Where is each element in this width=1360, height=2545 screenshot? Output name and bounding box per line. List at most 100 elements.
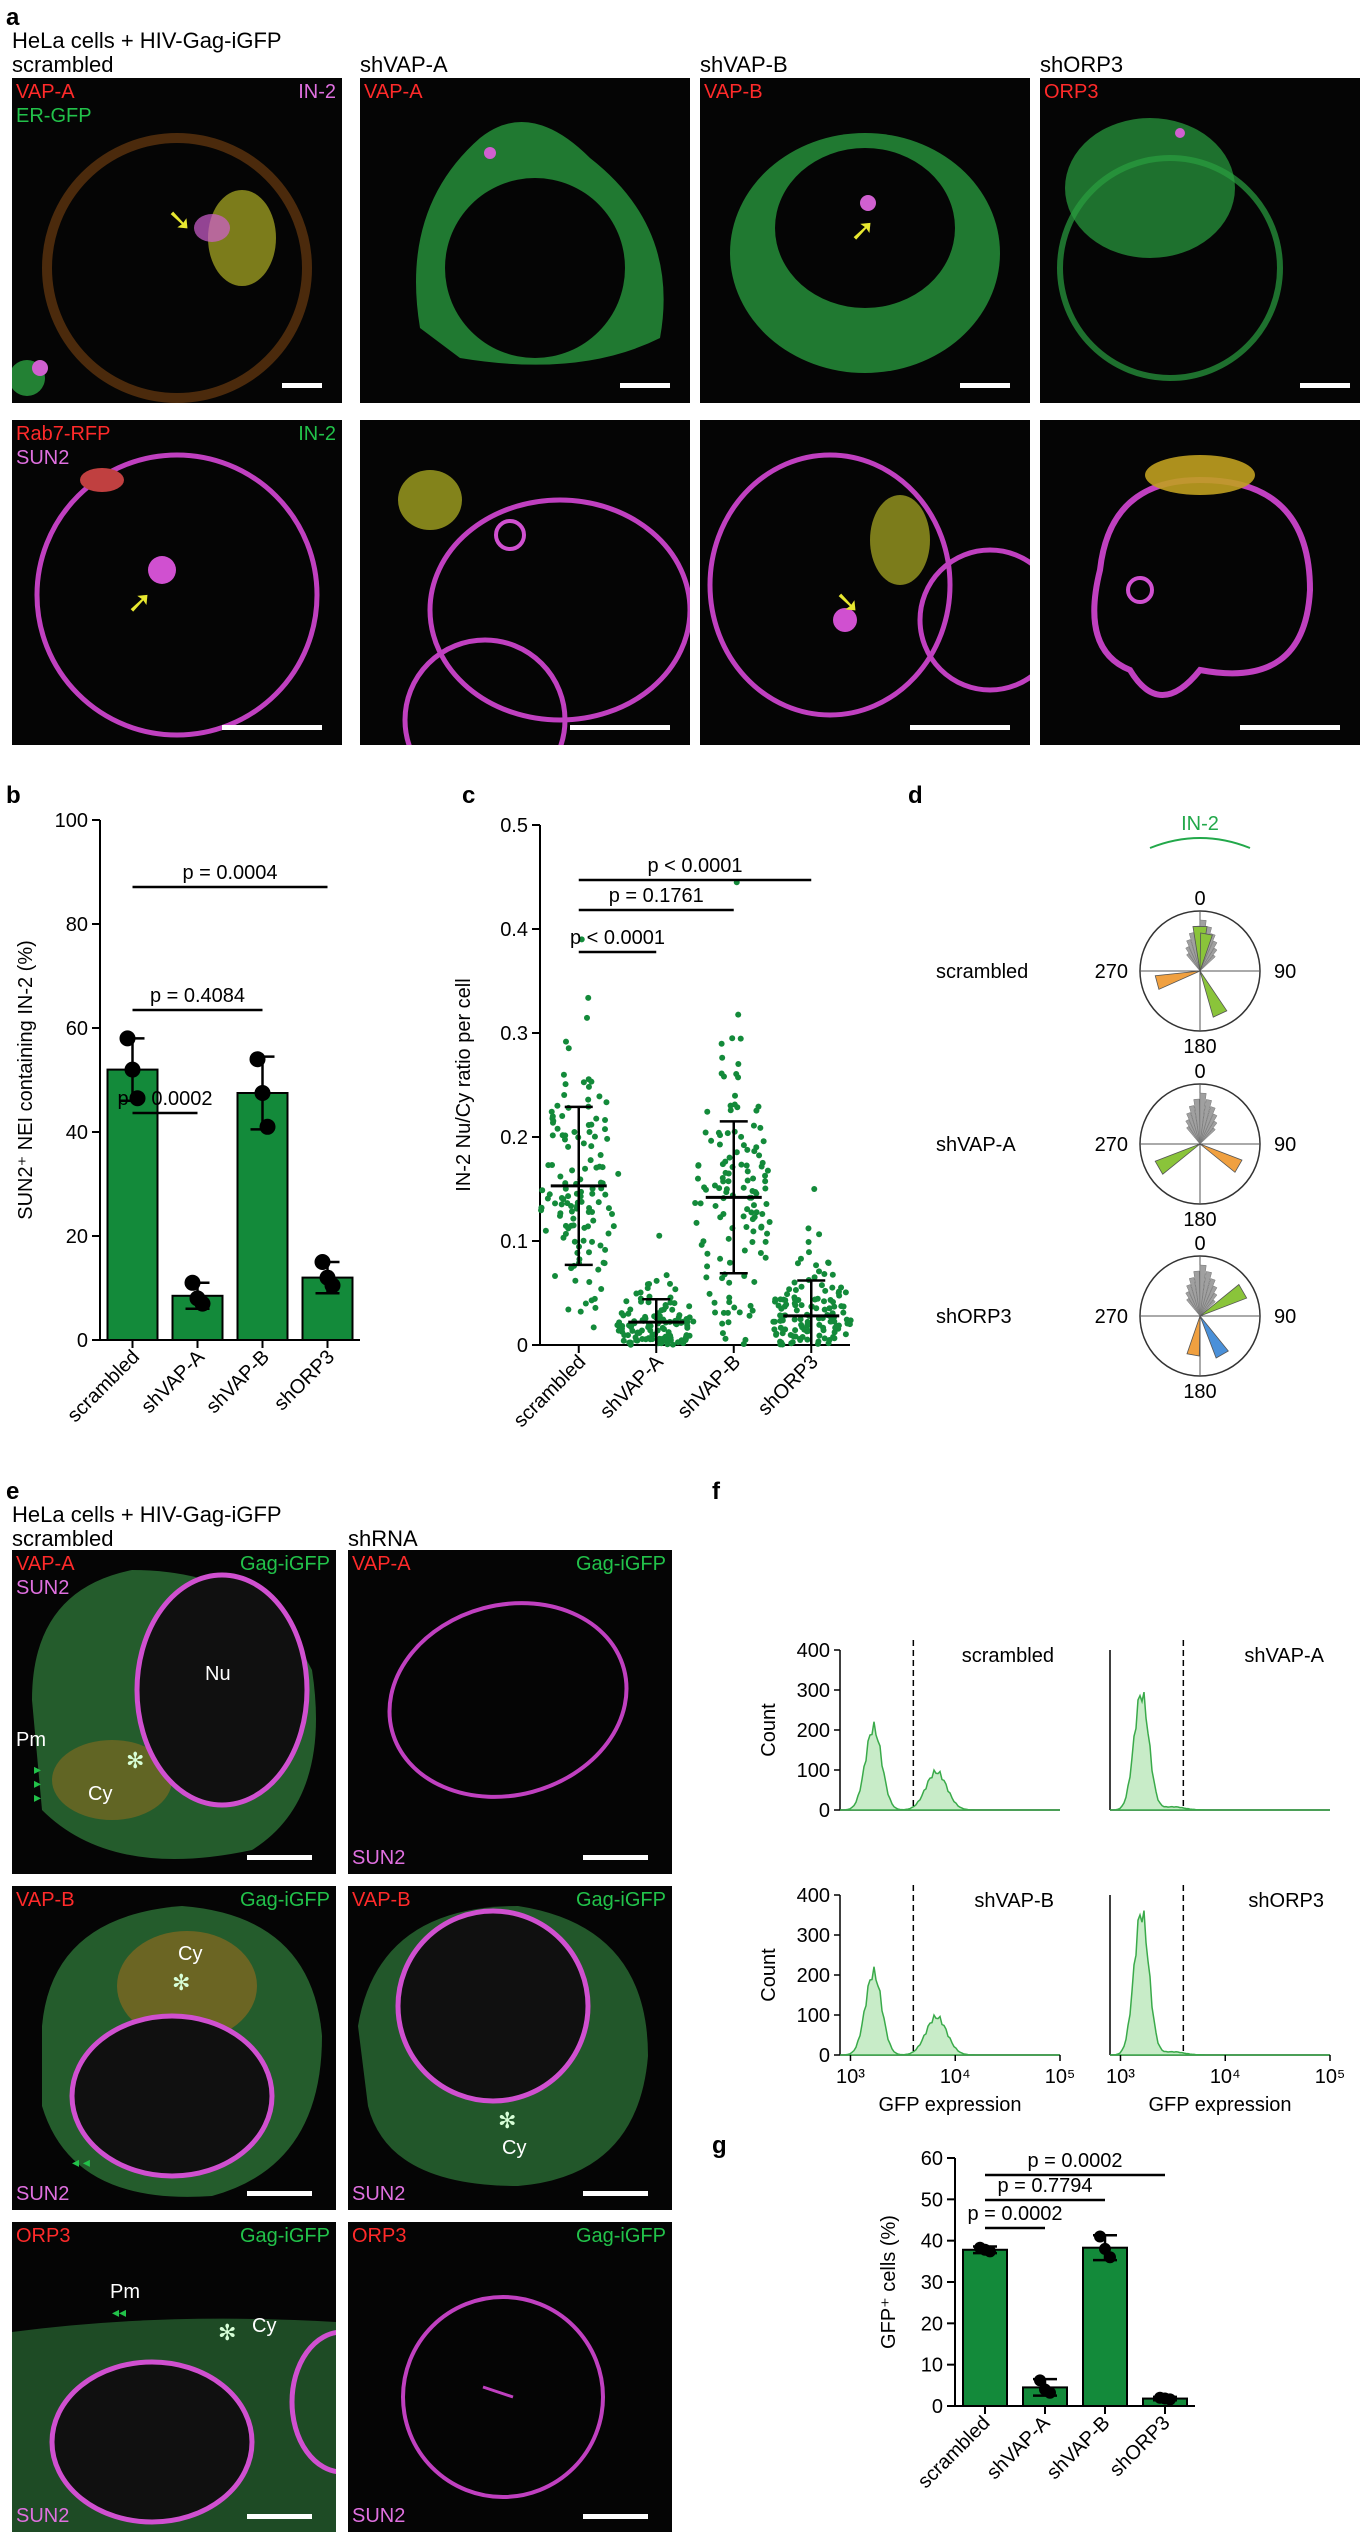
panel-e-header: HeLa cells + HIV-Gag-iGFP: [12, 1502, 282, 1527]
x-axis-label: GFP expression: [878, 2094, 1021, 2116]
data-point: [549, 1161, 556, 1168]
data-point: [805, 1239, 812, 1246]
data-point: [736, 1309, 743, 1316]
data-point: [702, 1129, 709, 1136]
data-point: [552, 1200, 559, 1207]
rose-wedge: [1199, 1315, 1229, 1359]
data-point: [194, 1295, 211, 1312]
data-point: [725, 1178, 732, 1185]
y-axis-label: IN-2 Nu/Cy ratio per cell: [453, 978, 475, 1191]
panel-label-d: d: [908, 782, 923, 809]
data-point: [538, 1207, 545, 1214]
chart-g: 0 10 20 30 40 50 60 GFP⁺ cells (%) scrambled shVA…: [860, 2140, 1280, 2540]
asterisk-icon: ✻: [498, 2108, 517, 2133]
data-point: [686, 1303, 693, 1310]
label-cy: Cy: [502, 2137, 527, 2159]
rose-wedge: [1199, 1271, 1212, 1317]
data-point: [750, 1122, 757, 1129]
label-vap-b: VAP-B: [16, 1889, 75, 1911]
data-point: [793, 1307, 800, 1314]
rose-wedge: [1193, 1270, 1201, 1317]
y-tick-label: 0: [819, 1800, 830, 1822]
data-point: [601, 1260, 608, 1267]
micrograph-a-row1-shvap-b: VAP-B ➚: [700, 78, 1030, 403]
data-point: [821, 1306, 828, 1313]
angle-label-90: 90: [1274, 961, 1296, 983]
label-vap-b: VAP-B: [352, 1889, 411, 1911]
rose-wedge: [1199, 1285, 1218, 1317]
data-point: [706, 1290, 713, 1297]
data-point: [726, 1259, 733, 1266]
data-point: [704, 1250, 711, 1257]
data-point: [697, 1200, 704, 1207]
rose-wedge: [1199, 940, 1218, 972]
data-point: [805, 1249, 812, 1256]
data-point: [724, 1309, 731, 1316]
data-point: [831, 1335, 838, 1342]
data-point: [718, 1040, 725, 1047]
data-point: [667, 1332, 674, 1339]
histogram-title: scrambled: [962, 1645, 1054, 1667]
y-axis-label: GFP⁺ cells (%): [878, 2215, 900, 2349]
data-point: [571, 1129, 578, 1136]
data-point: [762, 1172, 769, 1179]
label-er-gfp: ER-GFP: [16, 105, 92, 127]
data-point: [821, 1270, 828, 1277]
panel-a-col1-title: scrambled: [12, 52, 114, 77]
data-point: [605, 1205, 612, 1212]
data-point: [590, 1217, 597, 1224]
data-point: [647, 1327, 654, 1334]
data-point: [608, 1210, 615, 1217]
data-point: [840, 1303, 847, 1310]
data-point: [700, 1238, 707, 1245]
data-point: [712, 1309, 719, 1316]
data-point: [129, 1090, 146, 1107]
data-point: [589, 1190, 596, 1197]
data-point: [726, 1279, 733, 1286]
data-point: [554, 1102, 561, 1109]
histogram-shVAP-B: [840, 1966, 1060, 2056]
x-axis-label: GFP expression: [1148, 2094, 1291, 2116]
data-point: [794, 1260, 801, 1267]
rose-title: IN-2: [1181, 813, 1219, 835]
rose-wedge: [1193, 1098, 1201, 1145]
data-point: [726, 1154, 733, 1161]
y-tick-label: 20: [921, 2313, 943, 2335]
x-tick-label-shVAP-B: shVAP-B: [673, 1351, 745, 1423]
angle-label-180: 180: [1183, 1381, 1216, 1403]
micrograph-e-row3-scrambled: ORP3 Gag-iGFP Pm Cy ✻ ◂◂ SUN2: [12, 2222, 336, 2532]
bar-scrambled: [106, 1068, 159, 1341]
data-point: [557, 1173, 564, 1180]
data-point: [656, 1232, 663, 1239]
micrograph-a-row2-shorp3: [1040, 420, 1360, 745]
label-sun2: SUN2: [16, 1577, 70, 1599]
data-point: [756, 1152, 763, 1159]
data-point: [324, 1277, 341, 1294]
x-tick-label: 10⁵: [1315, 2066, 1346, 2088]
data-point: [586, 1278, 593, 1285]
data-point: [726, 1294, 733, 1301]
rose-wedge: [1199, 954, 1216, 972]
x-tick-label-shORP3: shORP3: [754, 1351, 823, 1420]
data-point: [597, 1151, 604, 1158]
y-axis-label: Count: [758, 1948, 780, 2002]
data-point: [798, 1283, 805, 1290]
data-point: [798, 1302, 805, 1309]
data-point: [744, 1146, 751, 1153]
x-tick-label-shVAP-A: shVAP-A: [983, 2412, 1055, 2484]
data-point: [821, 1335, 828, 1342]
scale-bar: [247, 2514, 312, 2519]
data-point: [1094, 2230, 1106, 2243]
data-point: [811, 1274, 818, 1281]
label-rab7-rfp: Rab7-RFP: [16, 423, 111, 445]
data-point: [734, 1104, 741, 1111]
data-point: [591, 1133, 598, 1140]
rose-wedge: [1199, 1278, 1216, 1317]
data-point: [716, 1185, 723, 1192]
scale-bar: [620, 383, 670, 388]
label-sun2: SUN2: [352, 1847, 406, 1869]
data-point: [554, 1125, 561, 1132]
data-point: [568, 1208, 575, 1215]
histogram-shVAP-A: [1110, 1691, 1330, 1811]
data-point: [797, 1337, 804, 1344]
